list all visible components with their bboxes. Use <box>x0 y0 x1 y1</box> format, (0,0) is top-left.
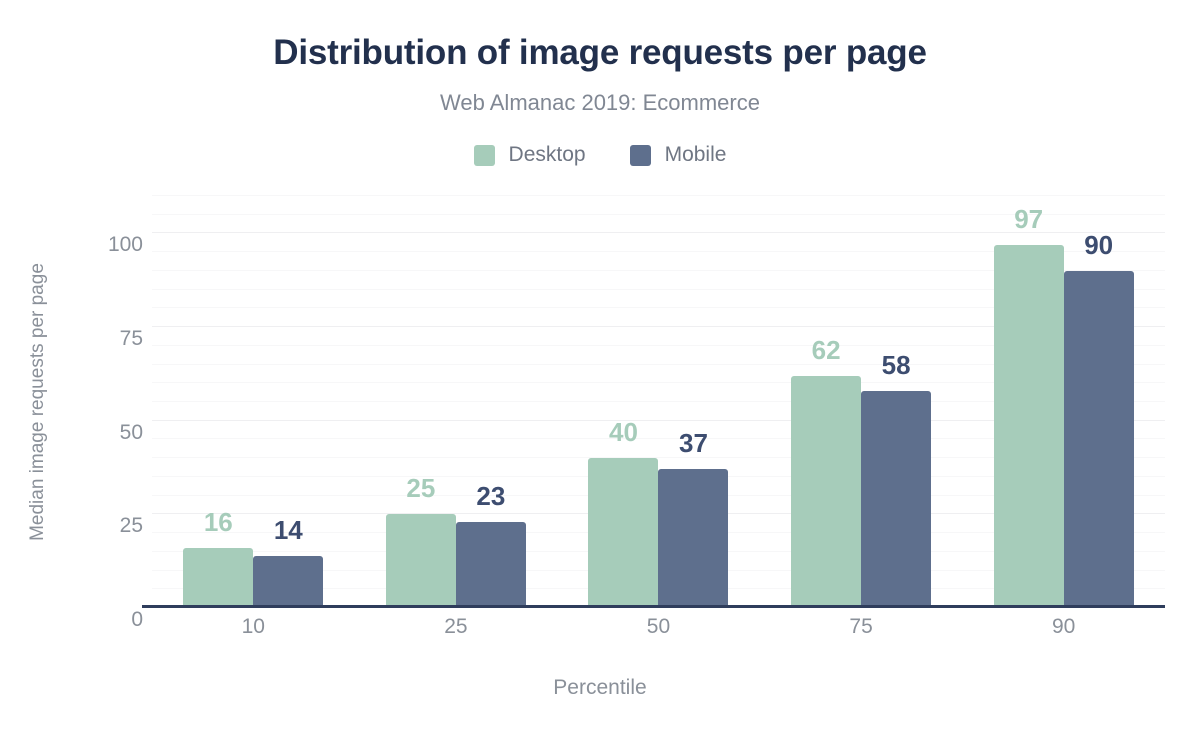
bar-desktop[interactable]: 25 <box>385 196 456 608</box>
bar-group: 97 90 <box>962 196 1165 608</box>
legend-label-desktop: Desktop <box>508 143 586 166</box>
chart-subtitle: Web Almanac 2019: Ecommerce <box>440 90 760 115</box>
bar-group: 40 37 <box>557 196 760 608</box>
bar-group: 16 14 <box>152 196 355 608</box>
plot-area: 0 25 50 75 100 16 14 25 23 40 37 62 58 97 90 <box>108 195 1165 631</box>
x-axis-line <box>142 605 1165 608</box>
bar-rect-desktop[interactable] <box>993 244 1064 608</box>
x-tick-label: 50 <box>646 615 671 638</box>
x-tick-label: 90 <box>1051 615 1076 638</box>
legend-swatch-desktop <box>473 144 495 166</box>
bar-desktop[interactable]: 62 <box>791 196 862 608</box>
bar-mobile[interactable]: 37 <box>658 196 729 608</box>
bar-rect-mobile[interactable] <box>861 390 932 608</box>
bar-desktop[interactable]: 40 <box>588 196 659 608</box>
x-tick-label: 75 <box>849 615 873 638</box>
bar-mobile[interactable]: 23 <box>455 196 526 608</box>
x-tick-label: 25 <box>444 615 468 638</box>
bar-value-label-desktop: 16 <box>203 507 233 538</box>
bar-groups: 16 14 25 23 40 37 62 58 97 90 <box>152 196 1165 608</box>
bar-rect-mobile[interactable] <box>1063 270 1134 608</box>
bar-rect-desktop[interactable] <box>588 458 659 608</box>
bar-value-label-desktop: 62 <box>811 334 841 365</box>
y-axis-title-text: Median image requests per page <box>27 263 49 541</box>
x-axis-title: Percentile <box>553 676 647 699</box>
bar-rect-mobile[interactable] <box>253 555 324 608</box>
bar-value-label-mobile: 23 <box>476 480 506 511</box>
bar-value-label-mobile: 58 <box>881 349 911 380</box>
bar-value-label-mobile: 90 <box>1084 229 1114 260</box>
chart-title: Distribution of image requests per page <box>273 33 927 72</box>
bar-value-label-mobile: 14 <box>273 514 303 545</box>
chart-legend: Desktop Mobile <box>0 143 1200 167</box>
y-axis-title: Median image requests per page <box>24 196 52 608</box>
legend-swatch-mobile <box>629 144 651 166</box>
bar-group: 25 23 <box>355 196 558 608</box>
bar-value-label-desktop: 97 <box>1014 203 1044 234</box>
legend-item-mobile[interactable]: Mobile <box>629 143 727 167</box>
bar-rect-mobile[interactable] <box>455 521 526 608</box>
bar-value-label-mobile: 37 <box>679 428 708 459</box>
bar-rect-desktop[interactable] <box>183 548 254 608</box>
bar-desktop[interactable]: 97 <box>993 196 1064 608</box>
bar-mobile[interactable]: 58 <box>861 196 932 608</box>
bar-value-label-desktop: 40 <box>609 417 638 448</box>
bar-value-label-desktop: 25 <box>406 473 436 504</box>
bar-mobile[interactable]: 90 <box>1063 196 1134 608</box>
x-tick-label: 10 <box>241 615 265 638</box>
bar-rect-desktop[interactable] <box>791 375 862 608</box>
bar-desktop[interactable]: 16 <box>183 196 254 608</box>
legend-label-mobile: Mobile <box>664 143 727 166</box>
x-axis-ticks: 10 25 50 75 90 <box>152 615 1165 639</box>
bar-rect-desktop[interactable] <box>385 514 456 608</box>
legend-item-desktop[interactable]: Desktop <box>473 143 586 167</box>
bar-group: 62 58 <box>760 196 963 608</box>
bar-mobile[interactable]: 14 <box>253 196 324 608</box>
bar-rect-mobile[interactable] <box>658 469 729 608</box>
